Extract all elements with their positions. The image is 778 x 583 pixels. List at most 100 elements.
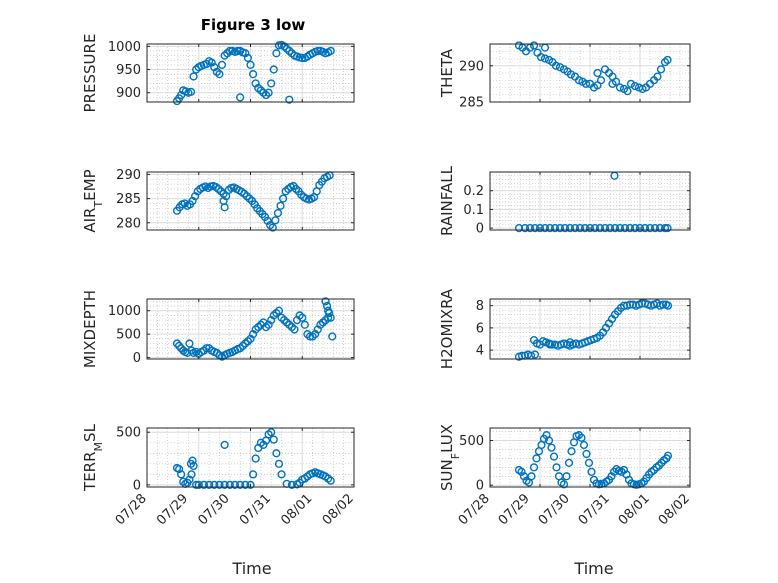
x-tick-label: 08/01	[616, 491, 653, 528]
data-point	[236, 93, 245, 102]
y-tick-label: 500	[116, 426, 141, 441]
data-point	[215, 480, 224, 489]
subplot-h2omixra: 4 6 8 H2OMIXRA	[438, 288, 691, 369]
data-point	[269, 435, 278, 444]
data-point	[660, 58, 670, 67]
y-axis-label: MIXDEPTH	[81, 290, 99, 368]
x-tick-label: 07/31	[237, 491, 274, 528]
y-tick-label: 290	[459, 59, 484, 74]
data-point	[220, 480, 229, 489]
data-point	[291, 184, 301, 194]
subplot-rainfall: 0 0.1 0.2 RAINFALL	[438, 165, 691, 237]
data-point	[540, 43, 550, 52]
y-axis-label: RAINFALL	[438, 165, 456, 236]
data-point	[536, 52, 546, 62]
data-point	[525, 224, 535, 233]
data-point	[545, 224, 555, 233]
data-point	[322, 301, 332, 311]
data-point	[268, 223, 277, 232]
data-point	[245, 194, 254, 203]
data-point	[519, 472, 529, 481]
data-point	[188, 456, 197, 465]
data-point	[540, 54, 550, 63]
y-axis-label: H2OMIXRA	[438, 288, 456, 369]
data-point	[663, 55, 672, 65]
data-point	[274, 306, 284, 315]
data-point	[246, 480, 255, 489]
data-point	[608, 79, 617, 88]
y-tick-label: 0	[133, 351, 141, 366]
data-point	[285, 95, 294, 104]
data-point	[321, 297, 330, 306]
y-tick-label: 0.1	[463, 203, 484, 218]
data-point	[580, 224, 590, 233]
figure-title: Figure 3 low	[201, 16, 306, 34]
data-point	[615, 83, 625, 92]
data-point	[540, 224, 550, 233]
data-point	[565, 224, 575, 233]
data-point	[267, 428, 276, 437]
data-point	[530, 350, 540, 359]
data-point	[276, 201, 285, 210]
data-point	[630, 81, 640, 91]
y-axis-label: TERRMSL	[81, 423, 105, 492]
data-point	[187, 470, 196, 479]
x-tick-label: 07/28	[113, 491, 150, 528]
data-point	[552, 463, 561, 472]
data-point	[570, 224, 580, 233]
data-point	[584, 458, 594, 467]
data-point	[251, 454, 260, 463]
data-point	[551, 61, 561, 70]
subplot-terr-msl: 0 500 07/28 07/29 07/30 07/31 08/01 08/02 TERRMS…	[81, 423, 357, 528]
data-point	[663, 301, 673, 310]
data-point	[277, 470, 286, 479]
data-point	[596, 76, 606, 85]
data-point	[555, 224, 565, 233]
data-point	[587, 467, 596, 476]
subplot-mixdepth: 0 500 1000 MIXDEPTH	[81, 290, 355, 368]
data-point	[174, 464, 184, 474]
data-point	[248, 70, 258, 79]
data-point	[240, 189, 249, 198]
data-point	[582, 449, 591, 459]
data-point	[266, 221, 275, 230]
y-tick-label: 500	[116, 328, 141, 343]
data-point	[214, 184, 223, 194]
data-point	[655, 224, 665, 233]
data-point	[653, 72, 662, 81]
data-point	[530, 224, 540, 233]
data-point	[581, 79, 591, 88]
data-point	[199, 480, 209, 489]
data-point	[610, 224, 620, 233]
y-axis-label: SUNFLUX	[438, 424, 462, 491]
x-tick-label: 07/30	[196, 491, 233, 528]
data-point	[660, 224, 670, 233]
data-point	[550, 224, 560, 233]
data-point	[187, 346, 196, 355]
y-tick-label: 285	[459, 96, 484, 111]
data-point	[186, 87, 196, 96]
data-point	[560, 224, 570, 233]
data-point	[514, 224, 524, 233]
data-point	[189, 72, 198, 81]
y-axis-label: PRESSURE	[81, 34, 99, 113]
data-point	[193, 187, 202, 196]
data-point	[172, 339, 182, 348]
data-point	[545, 340, 555, 349]
y-tick-label: 280	[116, 216, 141, 231]
data-point	[529, 41, 539, 50]
y-tick-label: 6	[476, 321, 484, 336]
data-point	[248, 470, 258, 479]
data-point	[544, 436, 554, 445]
data-point	[535, 224, 545, 233]
data-point	[267, 79, 276, 88]
data-point	[663, 451, 673, 460]
data-point	[658, 300, 668, 309]
data-point	[623, 87, 632, 96]
data-point	[241, 480, 250, 489]
data-point	[620, 224, 630, 233]
data-point	[281, 187, 290, 196]
data-point	[595, 224, 605, 233]
data-point	[194, 480, 203, 489]
